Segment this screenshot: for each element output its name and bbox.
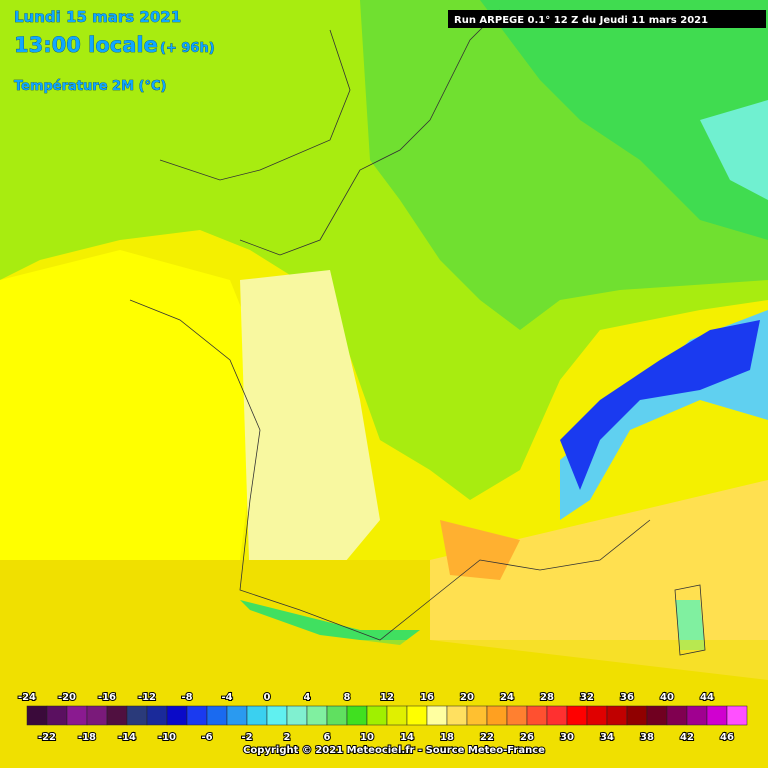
- legend-swatch: [686, 705, 708, 726]
- legend-label: 6: [324, 732, 331, 743]
- legend-label: 34: [600, 732, 614, 743]
- legend-swatch: [206, 705, 228, 726]
- legend-swatch: [26, 705, 48, 726]
- legend-label: 22: [480, 732, 494, 743]
- legend-label: 26: [520, 732, 534, 743]
- legend-swatch: [546, 705, 568, 726]
- legend-label: 32: [580, 692, 594, 703]
- legend-label: -22: [38, 732, 56, 743]
- legend-swatch: [286, 705, 308, 726]
- legend-label: 30: [560, 732, 574, 743]
- legend-swatch: [566, 705, 588, 726]
- legend-swatch: [186, 705, 208, 726]
- legend: -24-22-20-18-16-14-12-10-8-6-4-202468101…: [17, 691, 748, 744]
- legend-label: 12: [380, 692, 394, 703]
- legend-swatch: [246, 705, 268, 726]
- legend-label: 40: [660, 692, 674, 703]
- legend-label: 46: [720, 732, 734, 743]
- legend-swatch: [666, 705, 688, 726]
- coastlines: [129, 9, 706, 656]
- legend-label: 24: [500, 692, 514, 703]
- legend-swatch: [66, 705, 88, 726]
- copyright: Copyright © 2021 Meteociel.fr - Source M…: [243, 745, 545, 756]
- legend-label: -14: [118, 732, 136, 743]
- legend-swatch: [146, 705, 168, 726]
- legend-label: -18: [78, 732, 96, 743]
- legend-label: -4: [221, 692, 232, 703]
- legend-swatch: [506, 705, 528, 726]
- legend-swatch: [226, 705, 248, 726]
- legend-swatch: [486, 705, 508, 726]
- legend-label: -6: [201, 732, 212, 743]
- run-box: [448, 10, 766, 28]
- legend-swatch: [326, 705, 348, 726]
- legend-swatch: [706, 705, 728, 726]
- legend-label: 28: [540, 692, 554, 703]
- legend-label: -20: [58, 692, 76, 703]
- legend-label: 14: [400, 732, 414, 743]
- legend-label: 16: [420, 692, 434, 703]
- legend-label: -16: [98, 692, 116, 703]
- lead-time: (+ 96h): [160, 41, 215, 56]
- legend-label: 36: [620, 692, 634, 703]
- legend-swatch: [626, 705, 648, 726]
- legend-swatch: [426, 705, 448, 726]
- legend-swatch: [346, 705, 368, 726]
- legend-swatch: [526, 705, 548, 726]
- legend-label: 4: [304, 692, 311, 703]
- legend-label: -2: [241, 732, 252, 743]
- legend-swatch: [86, 705, 108, 726]
- legend-label: 18: [440, 732, 454, 743]
- time: 13:00 locale: [14, 33, 158, 57]
- legend-swatch: [606, 705, 628, 726]
- legend-swatch: [46, 705, 68, 726]
- legend-swatch: [466, 705, 488, 726]
- legend-swatch: [386, 705, 408, 726]
- legend-swatch: [446, 705, 468, 726]
- legend-label: 10: [360, 732, 374, 743]
- legend-label: -24: [18, 692, 36, 703]
- legend-label: -12: [138, 692, 156, 703]
- legend-swatch: [366, 705, 388, 726]
- legend-label: -10: [158, 732, 176, 743]
- legend-swatch: [586, 705, 608, 726]
- legend-swatch: [306, 705, 328, 726]
- legend-label: 0: [264, 692, 271, 703]
- legend-label: 42: [680, 732, 694, 743]
- legend-swatch: [266, 705, 288, 726]
- legend-label: 38: [640, 732, 654, 743]
- legend-swatch: [106, 705, 128, 726]
- date: Lundi 15 mars 2021: [14, 8, 181, 26]
- legend-swatch: [406, 705, 428, 726]
- run-info: Run ARPEGE 0.1° 12 Z du Jeudi 11 mars 20…: [454, 15, 708, 26]
- legend-swatch: [726, 705, 748, 726]
- legend-label: 2: [284, 732, 291, 743]
- legend-label: 44: [700, 692, 714, 703]
- legend-swatch: [166, 705, 188, 726]
- legend-label: 20: [460, 692, 474, 703]
- legend-swatch: [646, 705, 668, 726]
- legend-label: 8: [344, 692, 351, 703]
- legend-label: -8: [181, 692, 192, 703]
- variable: Température 2M (°C): [14, 79, 166, 94]
- legend-swatch: [126, 705, 148, 726]
